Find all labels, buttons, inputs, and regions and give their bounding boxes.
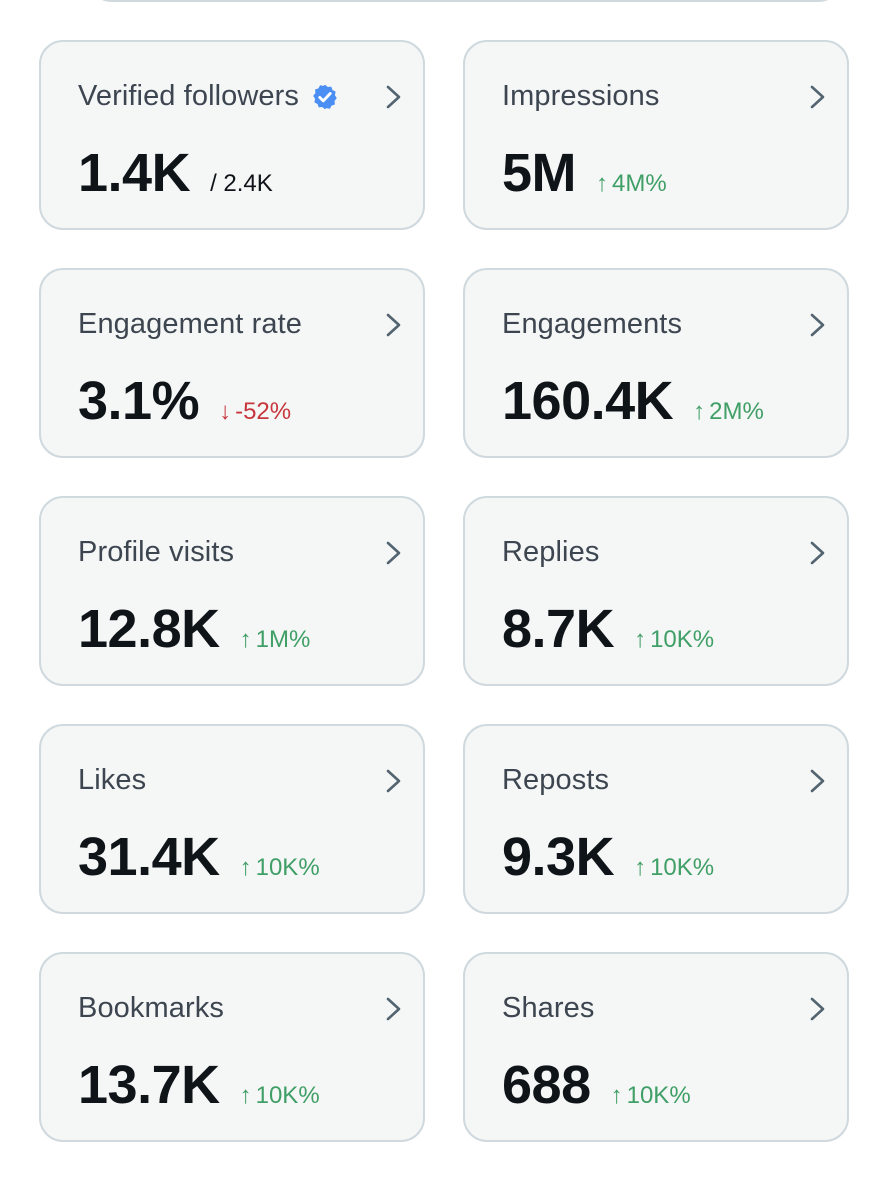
metric-card-profile-visits[interactable]: Profile visits 12.8K ↑ 1M%: [39, 496, 425, 686]
metric-delta-value: -52%: [235, 398, 292, 425]
metric-value: 1.4K: [78, 143, 191, 203]
arrow-down-icon: ↓: [219, 398, 232, 425]
chevron-right-icon[interactable]: [807, 996, 829, 1022]
metric-card-replies[interactable]: Replies 8.7K ↑ 10K%: [463, 496, 849, 686]
previous-card-edge: [84, 0, 846, 2]
metric-value-row: 13.7K ↑ 10K%: [78, 1054, 320, 1116]
metric-value: 13.7K: [78, 1055, 220, 1115]
metric-value: 160.4K: [502, 371, 674, 431]
chevron-right-icon[interactable]: [383, 84, 405, 110]
metric-card-engagements[interactable]: Engagements 160.4K ↑ 2M%: [463, 268, 849, 458]
metric-value: 31.4K: [78, 827, 220, 887]
metric-label: Engagements: [502, 308, 683, 340]
metric-delta-value: 10K%: [650, 854, 715, 881]
metric-value-row: 9.3K ↑ 10K%: [502, 826, 714, 888]
metric-delta: ↑ 10K%: [634, 626, 714, 654]
metric-value-row: 1.4K / 2.4K: [78, 142, 273, 204]
chevron-right-icon[interactable]: [807, 312, 829, 338]
metric-value: 3.1%: [78, 371, 200, 431]
metric-value: 12.8K: [78, 599, 220, 659]
metric-value-row: 8.7K ↑ 10K%: [502, 598, 714, 660]
metric-value: 688: [502, 1055, 591, 1115]
metric-value-row: 3.1% ↓ -52%: [78, 370, 291, 432]
chevron-right-icon[interactable]: [383, 768, 405, 794]
metric-value: 5M: [502, 143, 577, 203]
chevron-right-icon[interactable]: [383, 996, 405, 1022]
arrow-up-icon: ↑: [239, 1082, 252, 1109]
metric-value-row: 12.8K ↑ 1M%: [78, 598, 310, 660]
metric-value-row: 688 ↑ 10K%: [502, 1054, 691, 1116]
metric-delta: ↑ 10K%: [240, 1082, 320, 1110]
metric-delta-value: 2M%: [709, 398, 764, 425]
metric-delta-value: 10K%: [650, 626, 715, 653]
metric-card-likes[interactable]: Likes 31.4K ↑ 10K%: [39, 724, 425, 914]
metric-label: Engagement rate: [78, 308, 302, 340]
metric-label: Replies: [502, 536, 600, 568]
metric-value-row: 160.4K ↑ 2M%: [502, 370, 764, 432]
metric-card-reposts[interactable]: Reposts 9.3K ↑ 10K%: [463, 724, 849, 914]
arrow-up-icon: ↑: [596, 170, 609, 197]
arrow-up-icon: ↑: [634, 626, 647, 653]
metric-delta-value: 4M%: [612, 170, 667, 197]
arrow-up-icon: ↑: [239, 854, 252, 881]
metric-total: / 2.4K: [210, 170, 273, 197]
metric-card-bookmarks[interactable]: Bookmarks 13.7K ↑ 10K%: [39, 952, 425, 1142]
metric-label: Likes: [78, 764, 147, 796]
arrow-up-icon: ↑: [239, 626, 252, 653]
metric-label: Reposts: [502, 764, 610, 796]
metric-delta: ↑ 10K%: [240, 854, 320, 882]
chevron-right-icon[interactable]: [383, 312, 405, 338]
arrow-up-icon: ↑: [610, 1082, 623, 1109]
metric-card-shares[interactable]: Shares 688 ↑ 10K%: [463, 952, 849, 1142]
metric-value-row: 5M ↑ 4M%: [502, 142, 667, 204]
metrics-grid: Verified followers 1.4K / 2.4K Impressio…: [39, 40, 849, 1142]
metric-delta: ↑ 4M%: [596, 170, 667, 198]
chevron-right-icon[interactable]: [807, 768, 829, 794]
metric-delta: ↑ 10K%: [634, 854, 714, 882]
metric-label: Shares: [502, 992, 595, 1024]
metric-delta: ↑ 10K%: [611, 1082, 691, 1110]
metric-label: Impressions: [502, 80, 660, 112]
metric-card-engagement-rate[interactable]: Engagement rate 3.1% ↓ -52%: [39, 268, 425, 458]
metric-delta-value: 10K%: [626, 1082, 691, 1109]
metric-value-row: 31.4K ↑ 10K%: [78, 826, 320, 888]
metric-label: Verified followers: [78, 80, 339, 113]
metric-value: 9.3K: [502, 827, 615, 887]
chevron-right-icon[interactable]: [807, 84, 829, 110]
metric-delta-value: 10K%: [255, 854, 320, 881]
metric-delta: ↓ -52%: [219, 398, 291, 426]
metric-label: Bookmarks: [78, 992, 224, 1024]
metric-delta-value: 10K%: [255, 1082, 320, 1109]
metric-delta-value: 1M%: [255, 626, 311, 653]
chevron-right-icon[interactable]: [383, 540, 405, 566]
metric-card-impressions[interactable]: Impressions 5M ↑ 4M%: [463, 40, 849, 230]
chevron-right-icon[interactable]: [807, 540, 829, 566]
metric-delta: ↑ 2M%: [693, 398, 764, 426]
arrow-up-icon: ↑: [634, 854, 647, 881]
metric-label: Profile visits: [78, 536, 235, 568]
verified-badge-icon: [313, 84, 337, 109]
metric-delta: ↑ 1M%: [240, 626, 311, 654]
arrow-up-icon: ↑: [693, 398, 706, 425]
metric-label-text: Verified followers: [78, 80, 300, 112]
metric-card-verified-followers[interactable]: Verified followers 1.4K / 2.4K: [39, 40, 425, 230]
metric-value: 8.7K: [502, 599, 615, 659]
